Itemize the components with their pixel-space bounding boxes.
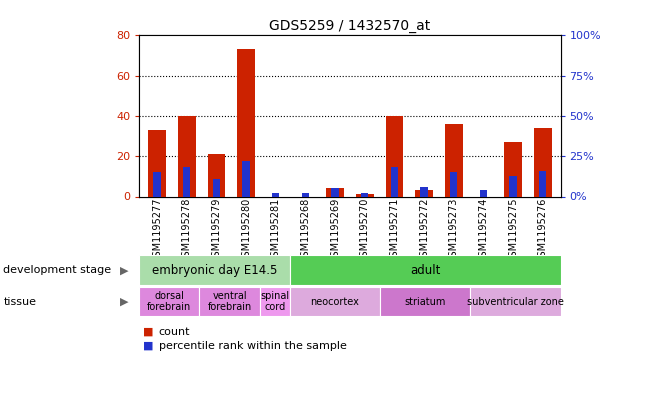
Text: ■: ■ — [143, 327, 153, 337]
Bar — [326, 188, 344, 196]
Bar — [213, 179, 220, 196]
Bar — [183, 167, 191, 196]
Bar — [391, 167, 398, 196]
Bar — [421, 187, 428, 196]
Bar — [356, 195, 374, 196]
Bar — [290, 255, 561, 285]
Text: ventral
forebrain: ventral forebrain — [207, 291, 251, 312]
Bar — [178, 116, 196, 196]
Bar — [242, 161, 250, 196]
Text: development stage: development stage — [3, 265, 111, 275]
Text: spinal
cord: spinal cord — [260, 291, 289, 312]
Bar — [509, 176, 516, 196]
Text: tissue: tissue — [3, 297, 36, 307]
Bar — [139, 287, 200, 316]
Bar — [331, 188, 339, 196]
Text: ▶: ▶ — [120, 297, 128, 307]
Text: embryonic day E14.5: embryonic day E14.5 — [152, 264, 277, 277]
Bar — [139, 255, 290, 285]
Bar — [534, 128, 551, 196]
Text: neocortex: neocortex — [310, 297, 359, 307]
Bar — [386, 116, 403, 196]
Text: ▶: ▶ — [120, 265, 128, 275]
Title: GDS5259 / 1432570_at: GDS5259 / 1432570_at — [270, 19, 430, 33]
Bar — [504, 142, 522, 196]
Bar — [154, 172, 161, 196]
Bar — [260, 287, 290, 316]
Bar — [415, 191, 433, 196]
Bar — [361, 193, 369, 196]
Bar — [290, 287, 380, 316]
Bar — [445, 124, 463, 196]
Bar — [302, 193, 309, 196]
Text: ■: ■ — [143, 341, 153, 351]
Bar — [200, 287, 260, 316]
Bar — [380, 287, 470, 316]
Text: striatum: striatum — [404, 297, 446, 307]
Bar — [450, 172, 457, 196]
Bar — [207, 154, 226, 196]
Text: subventricular zone: subventricular zone — [467, 297, 564, 307]
Text: count: count — [159, 327, 191, 337]
Bar — [470, 287, 561, 316]
Bar — [480, 190, 487, 196]
Bar — [148, 130, 166, 196]
Text: percentile rank within the sample: percentile rank within the sample — [159, 341, 347, 351]
Text: adult: adult — [410, 264, 441, 277]
Bar — [272, 193, 279, 196]
Bar — [539, 171, 546, 196]
Text: dorsal
forebrain: dorsal forebrain — [147, 291, 192, 312]
Bar — [237, 50, 255, 196]
